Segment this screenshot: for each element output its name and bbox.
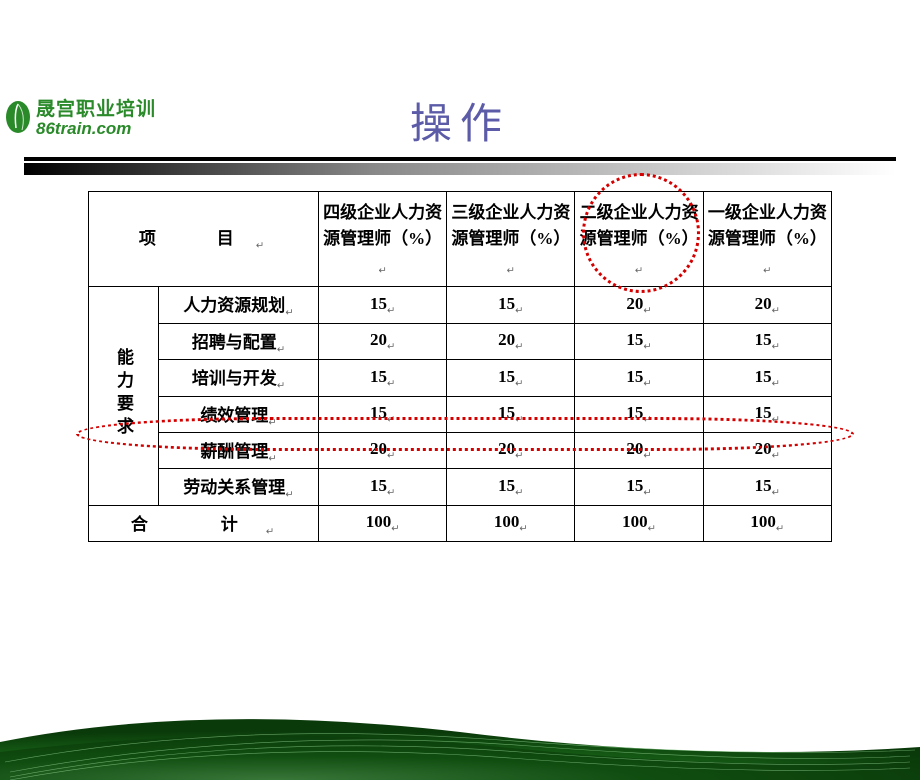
cell: 15↵ bbox=[447, 469, 575, 505]
cell: 15↵ bbox=[447, 360, 575, 396]
cell: 15↵ bbox=[703, 469, 831, 505]
table-header-row: 项 目↵ 四级企业人力资源管理师（%）↵ 三级企业人力资源管理师（%）↵ 二级企… bbox=[89, 192, 832, 287]
side-header: 能力要求 bbox=[89, 287, 159, 505]
item-label: 劳动关系管理↵ bbox=[159, 469, 319, 505]
cell: 15↵ bbox=[575, 323, 703, 359]
header-col-4: 四级企业人力资源管理师（%）↵ bbox=[319, 192, 447, 287]
cell: 15↵ bbox=[575, 360, 703, 396]
cell: 15↵ bbox=[319, 287, 447, 323]
table-container: 项 目↵ 四级企业人力资源管理师（%）↵ 三级企业人力资源管理师（%）↵ 二级企… bbox=[88, 191, 832, 542]
cell: 20↵ bbox=[703, 287, 831, 323]
cell: 20↵ bbox=[447, 432, 575, 468]
total-cell: 100↵ bbox=[703, 505, 831, 541]
cell: 15↵ bbox=[319, 396, 447, 432]
item-label: 培训与开发↵ bbox=[159, 360, 319, 396]
cell: 15↵ bbox=[575, 469, 703, 505]
header-project: 项 目↵ bbox=[89, 192, 319, 287]
cell: 20↵ bbox=[703, 432, 831, 468]
data-table: 项 目↵ 四级企业人力资源管理师（%）↵ 三级企业人力资源管理师（%）↵ 二级企… bbox=[88, 191, 832, 542]
item-label: 绩效管理↵ bbox=[159, 396, 319, 432]
table-row: 招聘与配置↵ 20↵ 20↵ 15↵ 15↵ bbox=[89, 323, 832, 359]
cell: 20↵ bbox=[447, 323, 575, 359]
item-label: 招聘与配置↵ bbox=[159, 323, 319, 359]
leaf-icon bbox=[4, 100, 32, 134]
total-cell: 100↵ bbox=[319, 505, 447, 541]
logo-text-block: 晟宫职业培训 86train.com bbox=[36, 94, 156, 139]
cell: 20↵ bbox=[319, 432, 447, 468]
bottom-decoration bbox=[0, 692, 920, 780]
table-row: 培训与开发↵ 15↵ 15↵ 15↵ 15↵ bbox=[89, 360, 832, 396]
total-cell: 100↵ bbox=[447, 505, 575, 541]
cell: 15↵ bbox=[703, 360, 831, 396]
cell: 20↵ bbox=[575, 432, 703, 468]
total-label: 合 计↵ bbox=[89, 505, 319, 541]
header-col-3: 三级企业人力资源管理师（%）↵ bbox=[447, 192, 575, 287]
cell: 15↵ bbox=[447, 396, 575, 432]
cell: 15↵ bbox=[575, 396, 703, 432]
table-row: 劳动关系管理↵ 15↵ 15↵ 15↵ 15↵ bbox=[89, 469, 832, 505]
header-col-2: 二级企业人力资源管理师（%）↵ bbox=[575, 192, 703, 287]
table-total-row: 合 计↵ 100↵ 100↵ 100↵ 100↵ bbox=[89, 505, 832, 541]
logo-text-en: 86train.com bbox=[36, 119, 156, 139]
table-row: 能力要求 人力资源规划↵ 15↵ 15↵ 20↵ 20↵ bbox=[89, 287, 832, 323]
cell: 15↵ bbox=[703, 323, 831, 359]
table-row: 薪酬管理↵ 20↵ 20↵ 20↵ 20↵ bbox=[89, 432, 832, 468]
table-row: 绩效管理↵ 15↵ 15↵ 15↵ 15↵ bbox=[89, 396, 832, 432]
logo: 晟宫职业培训 86train.com bbox=[4, 94, 156, 139]
header-col-1: 一级企业人力资源管理师（%）↵ bbox=[703, 192, 831, 287]
cell: 15↵ bbox=[319, 360, 447, 396]
item-label: 薪酬管理↵ bbox=[159, 432, 319, 468]
cell: 15↵ bbox=[319, 469, 447, 505]
item-label: 人力资源规划↵ bbox=[159, 287, 319, 323]
cell: 15↵ bbox=[703, 396, 831, 432]
cell: 15↵ bbox=[447, 287, 575, 323]
cell: 20↵ bbox=[575, 287, 703, 323]
cell: 20↵ bbox=[319, 323, 447, 359]
logo-text-cn: 晟宫职业培训 bbox=[36, 94, 156, 121]
title-divider bbox=[24, 157, 896, 175]
total-cell: 100↵ bbox=[575, 505, 703, 541]
